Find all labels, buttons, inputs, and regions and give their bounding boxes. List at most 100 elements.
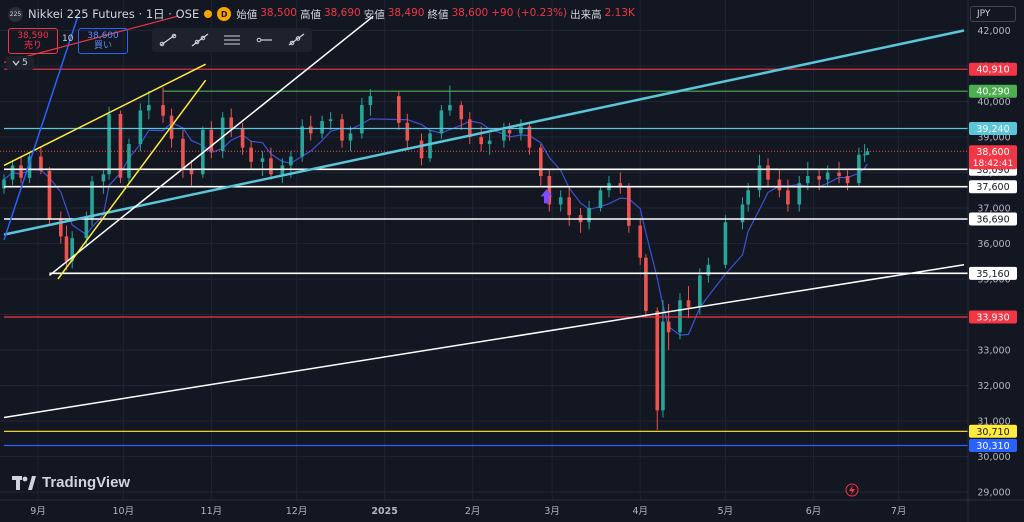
- candle-body: [698, 275, 702, 308]
- candle-body: [405, 122, 410, 141]
- candle-body: [240, 128, 245, 148]
- candle-body: [527, 126, 532, 148]
- logo-text: TradingView: [42, 474, 131, 491]
- candle-body: [459, 105, 464, 120]
- candle-body: [47, 170, 52, 219]
- last-price-label: 38,600: [976, 147, 1009, 158]
- last-price-tag-bg: [969, 145, 1017, 170]
- extended-line-tool-icon[interactable]: [189, 32, 211, 48]
- candle-body: [686, 300, 691, 308]
- trendline: [3, 16, 79, 241]
- currency-selector[interactable]: JPY: [970, 6, 1016, 22]
- symbol-icon: 225: [8, 6, 23, 22]
- candle-body: [740, 204, 745, 223]
- candle-body: [439, 110, 444, 134]
- y-tick-label: 29,000: [977, 488, 1010, 499]
- y-tick-label: 37,000: [977, 204, 1010, 215]
- spread-value: 10: [62, 34, 74, 44]
- x-tick-label: 6月: [806, 506, 822, 517]
- candle-body: [567, 197, 572, 216]
- level-tag-bg: [969, 310, 1017, 324]
- chart-grid: [0, 0, 968, 500]
- ray-tool-icon[interactable]: [285, 32, 307, 48]
- sell-button[interactable]: 38,590 売り: [8, 28, 58, 54]
- candle-body: [661, 321, 665, 411]
- x-tick-label: 9月: [30, 506, 46, 517]
- ohlc-value: 38,600: [451, 6, 489, 19]
- candle-body: [118, 113, 123, 178]
- candle-body: [627, 186, 631, 226]
- interval-badge: D: [217, 7, 232, 21]
- ohlc-label: 高値: [299, 8, 321, 21]
- candle-body: [757, 165, 762, 191]
- candle-body: [138, 110, 143, 145]
- level-tag-bg: [969, 266, 1017, 280]
- level-tag-bg: [969, 180, 1017, 194]
- buy-price: 38,600: [87, 31, 119, 41]
- candle-body: [360, 105, 364, 134]
- candle-body: [181, 138, 185, 169]
- sell-price: 38,590: [17, 31, 49, 41]
- candle-body: [19, 165, 23, 178]
- candle-body: [84, 218, 89, 239]
- y-tick-label: 40,000: [977, 97, 1010, 108]
- candle-body: [666, 321, 671, 333]
- arrow-up-marker: [540, 189, 553, 204]
- level-tag-label: 40,290: [976, 87, 1009, 98]
- y-tick-label: 33,000: [977, 346, 1010, 357]
- trendline-tool-icon[interactable]: [157, 32, 179, 48]
- candle-body: [289, 156, 293, 166]
- level-tag-label: 37,600: [976, 182, 1009, 193]
- candle-body: [260, 158, 265, 162]
- x-tick-label: 5月: [718, 506, 734, 517]
- candle-body: [107, 113, 111, 175]
- candle-body: [837, 172, 841, 177]
- candle-body: [723, 222, 728, 265]
- level-tag-label: 30,710: [976, 427, 1009, 438]
- y-tick-label: 39,000: [977, 133, 1010, 144]
- candle-body: [618, 183, 623, 187]
- trendline: [57, 79, 207, 280]
- ohlc-value: 38,690: [323, 6, 361, 19]
- candle-body: [249, 147, 253, 162]
- candle-body: [655, 310, 660, 411]
- indicator-toggle[interactable]: 5: [6, 56, 34, 70]
- x-tick-label: 4月: [632, 506, 648, 517]
- indicator-count: 5: [22, 58, 28, 68]
- candle-body: [487, 140, 492, 145]
- candle-body: [64, 236, 69, 262]
- trendline: [3, 15, 178, 64]
- horizontal-ray-tool-icon[interactable]: [253, 32, 275, 48]
- candle-body: [746, 190, 750, 205]
- level-tag-bg: [969, 438, 1017, 452]
- candle-body: [189, 168, 194, 175]
- y-tick-label: 36,000: [977, 239, 1010, 250]
- tradingview-logo: TradingView: [12, 474, 130, 491]
- y-tick-label: 30,000: [977, 452, 1010, 463]
- ohlc-label: 始値: [236, 8, 258, 21]
- symbol-title[interactable]: Nikkei 225 Futures · 1日 · OSE: [28, 7, 200, 21]
- moving-average-line: [3, 118, 868, 336]
- candle-body: [448, 105, 452, 111]
- candle-body: [308, 126, 313, 134]
- trendline: [3, 29, 965, 236]
- candle-body: [825, 172, 830, 180]
- candle-body: [805, 176, 810, 184]
- countdown-label: 18:42:41: [973, 159, 1013, 169]
- buy-button[interactable]: 38,600 買い: [78, 28, 128, 54]
- y-tick-label: 42,000: [977, 26, 1010, 37]
- candle-body: [2, 179, 6, 189]
- candle-body: [147, 105, 151, 111]
- y-tick-label: 31,000: [977, 417, 1010, 428]
- candle-body: [817, 176, 821, 180]
- candle-body: [269, 158, 273, 175]
- level-tag-bg: [969, 84, 1017, 98]
- candle-body: [220, 117, 225, 152]
- candle-body: [502, 129, 506, 141]
- parallel-channel-tool-icon[interactable]: [221, 32, 243, 48]
- buy-label: 買い: [93, 41, 112, 51]
- candle-body: [229, 117, 234, 129]
- level-tag-label: 35,160: [976, 269, 1009, 280]
- candle-body: [419, 140, 424, 159]
